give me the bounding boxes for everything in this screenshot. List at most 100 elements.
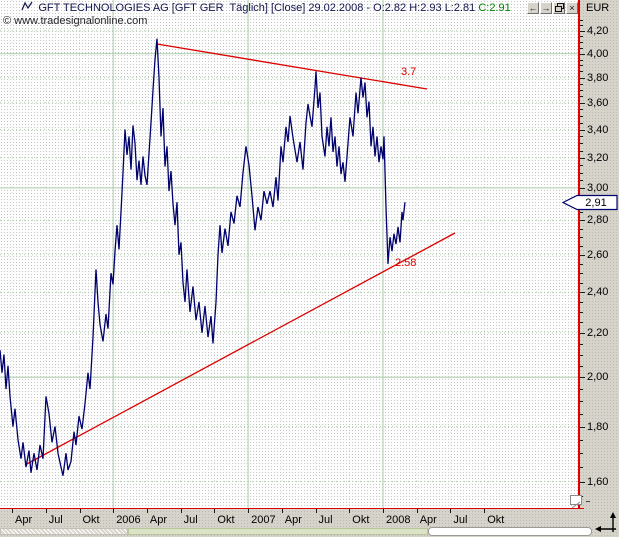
y-tick-minor [580,413,583,415]
y-tick-minor [580,143,583,145]
window-buttons: ← → × [527,2,579,14]
y-tick-label: 3,20 [587,151,609,164]
y-tick-label: 2,60 [587,248,609,261]
x-tick-label: Apr [149,514,168,526]
x-tick-label: Okt [82,514,100,526]
y-tick-minor [580,116,583,117]
scroll-left-button[interactable]: ← [527,2,539,14]
y-tick-label: 1,80 [587,420,609,433]
y-tick-major [580,129,585,131]
y-tick-minor [580,180,583,182]
restore-icon [554,2,564,14]
y-tick-major [580,220,585,222]
trendline-value-label: 2.58 [395,257,417,269]
y-tick-minor [580,136,583,138]
y-tick-minor [580,211,583,213]
x-tick-label: Jul [183,514,198,526]
scrollbar-thumb[interactable] [428,527,592,536]
y-tick-major [580,102,585,104]
y-tick-minor [580,322,583,324]
x-tick-label: Apr [15,514,33,526]
price-chart-canvas [0,0,579,509]
x-tick-label: Apr [419,514,437,526]
scrollbar-track-hatched[interactable] [0,528,128,535]
y-tick-minor [580,172,583,174]
trendline-descending-resistance [156,43,428,90]
y-tick-minor [580,19,583,21]
x-tick-label: Jul [318,514,333,526]
x-tick [349,509,351,513]
y-tick-minor [580,65,583,67]
x-tick-label: Okt [352,514,370,526]
y-tick-major [580,254,585,256]
y-tick-label: 2,20 [587,326,609,339]
arrow-left-icon: ← [528,3,538,13]
trendline-ascending-support [24,232,456,466]
y-tick-minor [580,263,583,265]
y-tick-label: 3,80 [587,71,609,84]
y-tick-major [580,157,585,159]
y-tick-minor [580,401,583,403]
x-tick-label: Jul [453,514,468,526]
x-tick-label: Apr [284,514,302,526]
y-tick-minor [580,96,583,98]
x-tick-label: Okt [217,514,235,526]
y-tick-major [580,426,585,428]
close-price-text: C:2.91 [478,1,511,14]
y-tick-minor [580,90,583,91]
x-tick [146,509,148,513]
plot-area [0,0,579,509]
y-tick-minor [580,36,583,38]
line-chart-icon [3,0,34,27]
y-tick-minor [580,150,583,152]
x-tick [248,509,250,513]
watermark-text: © www.tradesignalonline.com [3,15,148,27]
y-tick-minor [580,282,583,284]
y-tick-minor [580,389,583,391]
y-tick-minor [580,439,583,441]
y-tick-major [580,77,585,79]
y-tick-minor [580,109,583,111]
chart-properties-icon[interactable] [570,495,582,509]
x-tick [484,509,486,513]
y-tick-major [580,53,585,55]
x-tick [12,509,13,513]
arrow-right-icon: → [541,3,551,13]
scrollbar-loaded-range[interactable] [128,528,428,535]
last-price-value: 2,91 [585,197,606,209]
y-tick-label: 2,80 [587,214,609,227]
x-tick [281,509,283,513]
scroll-right-button[interactable]: → [540,2,552,14]
y-tick-major [580,332,585,334]
y-tick-minor [580,42,583,44]
close-button[interactable]: × [566,2,578,14]
close-icon: × [569,3,575,13]
y-tick-label: 3,40 [587,123,609,136]
y-tick-label: 1,60 [587,475,609,488]
restore-button[interactable] [553,2,565,14]
y-tick-major [580,292,585,294]
y-tick-major [580,377,585,379]
x-tick [45,509,47,513]
y-axis-line [578,0,580,509]
y-tick-minor [580,302,583,303]
y-tick-minor [580,47,583,49]
y-tick-minor [580,273,583,275]
x-tick [180,509,182,513]
x-tick-label: 2007 [251,514,276,526]
y-tick-minor [580,245,583,247]
x-tick [214,509,216,513]
axis-pan-arrows-icon[interactable] [592,509,619,537]
y-tick-major [580,481,585,483]
y-tick-minor [580,365,583,367]
y-tick-minor [580,59,583,61]
y-tick-minor [580,312,583,313]
x-tick [79,509,81,513]
y-tick-major [580,187,585,189]
x-tick [383,509,384,513]
chart-title-text: GFT TECHNOLOGIES AG [GFT GER Täglich] [C… [38,1,479,14]
currency-label: EUR [586,2,610,14]
y-tick-minor [580,354,583,356]
x-axis-line [0,508,584,509]
